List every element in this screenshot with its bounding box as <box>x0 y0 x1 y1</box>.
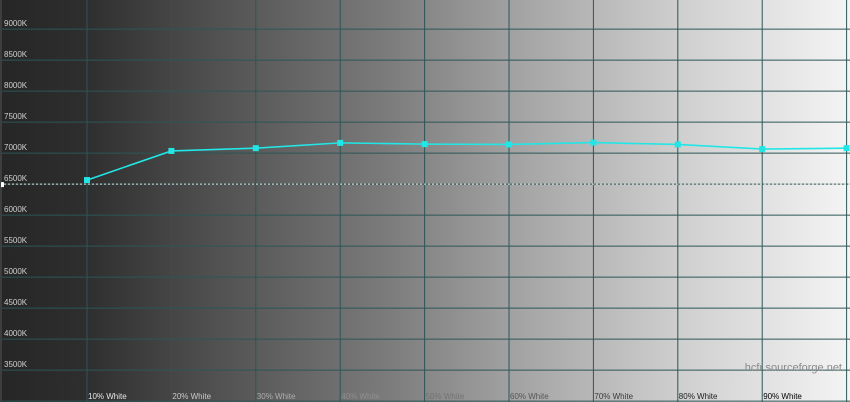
y-tick-label: 7000K <box>4 143 28 152</box>
y-tick-label: 4500K <box>4 298 28 307</box>
series-line <box>86 141 847 181</box>
y-tick-label: 8000K <box>4 81 28 90</box>
reference-marker <box>1 182 4 188</box>
y-tick-label: 4000K <box>4 329 28 338</box>
data-point <box>337 139 344 146</box>
x-axis-labels: 10% White 20% White 30% White 40% White 50% … <box>88 392 802 401</box>
x-tick-label: 40% White <box>341 392 380 401</box>
data-point <box>252 145 259 152</box>
x-tick-label: 30% White <box>257 392 296 401</box>
y-axis-labels: 9000K 8500K 8000K 7500K 7000K 6500K 6000K 5500K… <box>4 19 28 369</box>
y-tick-label: 8500K <box>4 50 28 59</box>
data-point <box>421 141 428 148</box>
data-point <box>590 139 597 146</box>
y-tick-label: 5500K <box>4 236 28 245</box>
x-tick-label: 80% White <box>679 392 718 401</box>
data-point <box>674 141 681 148</box>
y-tick-label: 7500K <box>4 112 28 121</box>
x-tick-label: 10% White <box>88 392 127 401</box>
data-point <box>168 147 175 154</box>
y-tick-label: 3500K <box>4 360 28 369</box>
data-point <box>843 145 850 152</box>
watermark: hcfr.sourceforge.net <box>745 362 842 374</box>
x-tick-label: 90% White <box>763 392 802 401</box>
series <box>84 139 850 184</box>
data-point <box>506 141 512 148</box>
data-point <box>84 177 90 184</box>
y-tick-label: 9000K <box>4 19 28 28</box>
y-tick-label: 6000K <box>4 205 28 214</box>
x-tick-label: 70% White <box>594 392 633 401</box>
y-tick-label: 6500K <box>4 174 28 183</box>
x-tick-label: 60% White <box>510 392 549 401</box>
y-tick-label: 5000K <box>4 267 28 276</box>
x-tick-label: 20% White <box>172 392 211 401</box>
data-point <box>759 146 766 153</box>
x-tick-label: 50% White <box>426 392 465 401</box>
